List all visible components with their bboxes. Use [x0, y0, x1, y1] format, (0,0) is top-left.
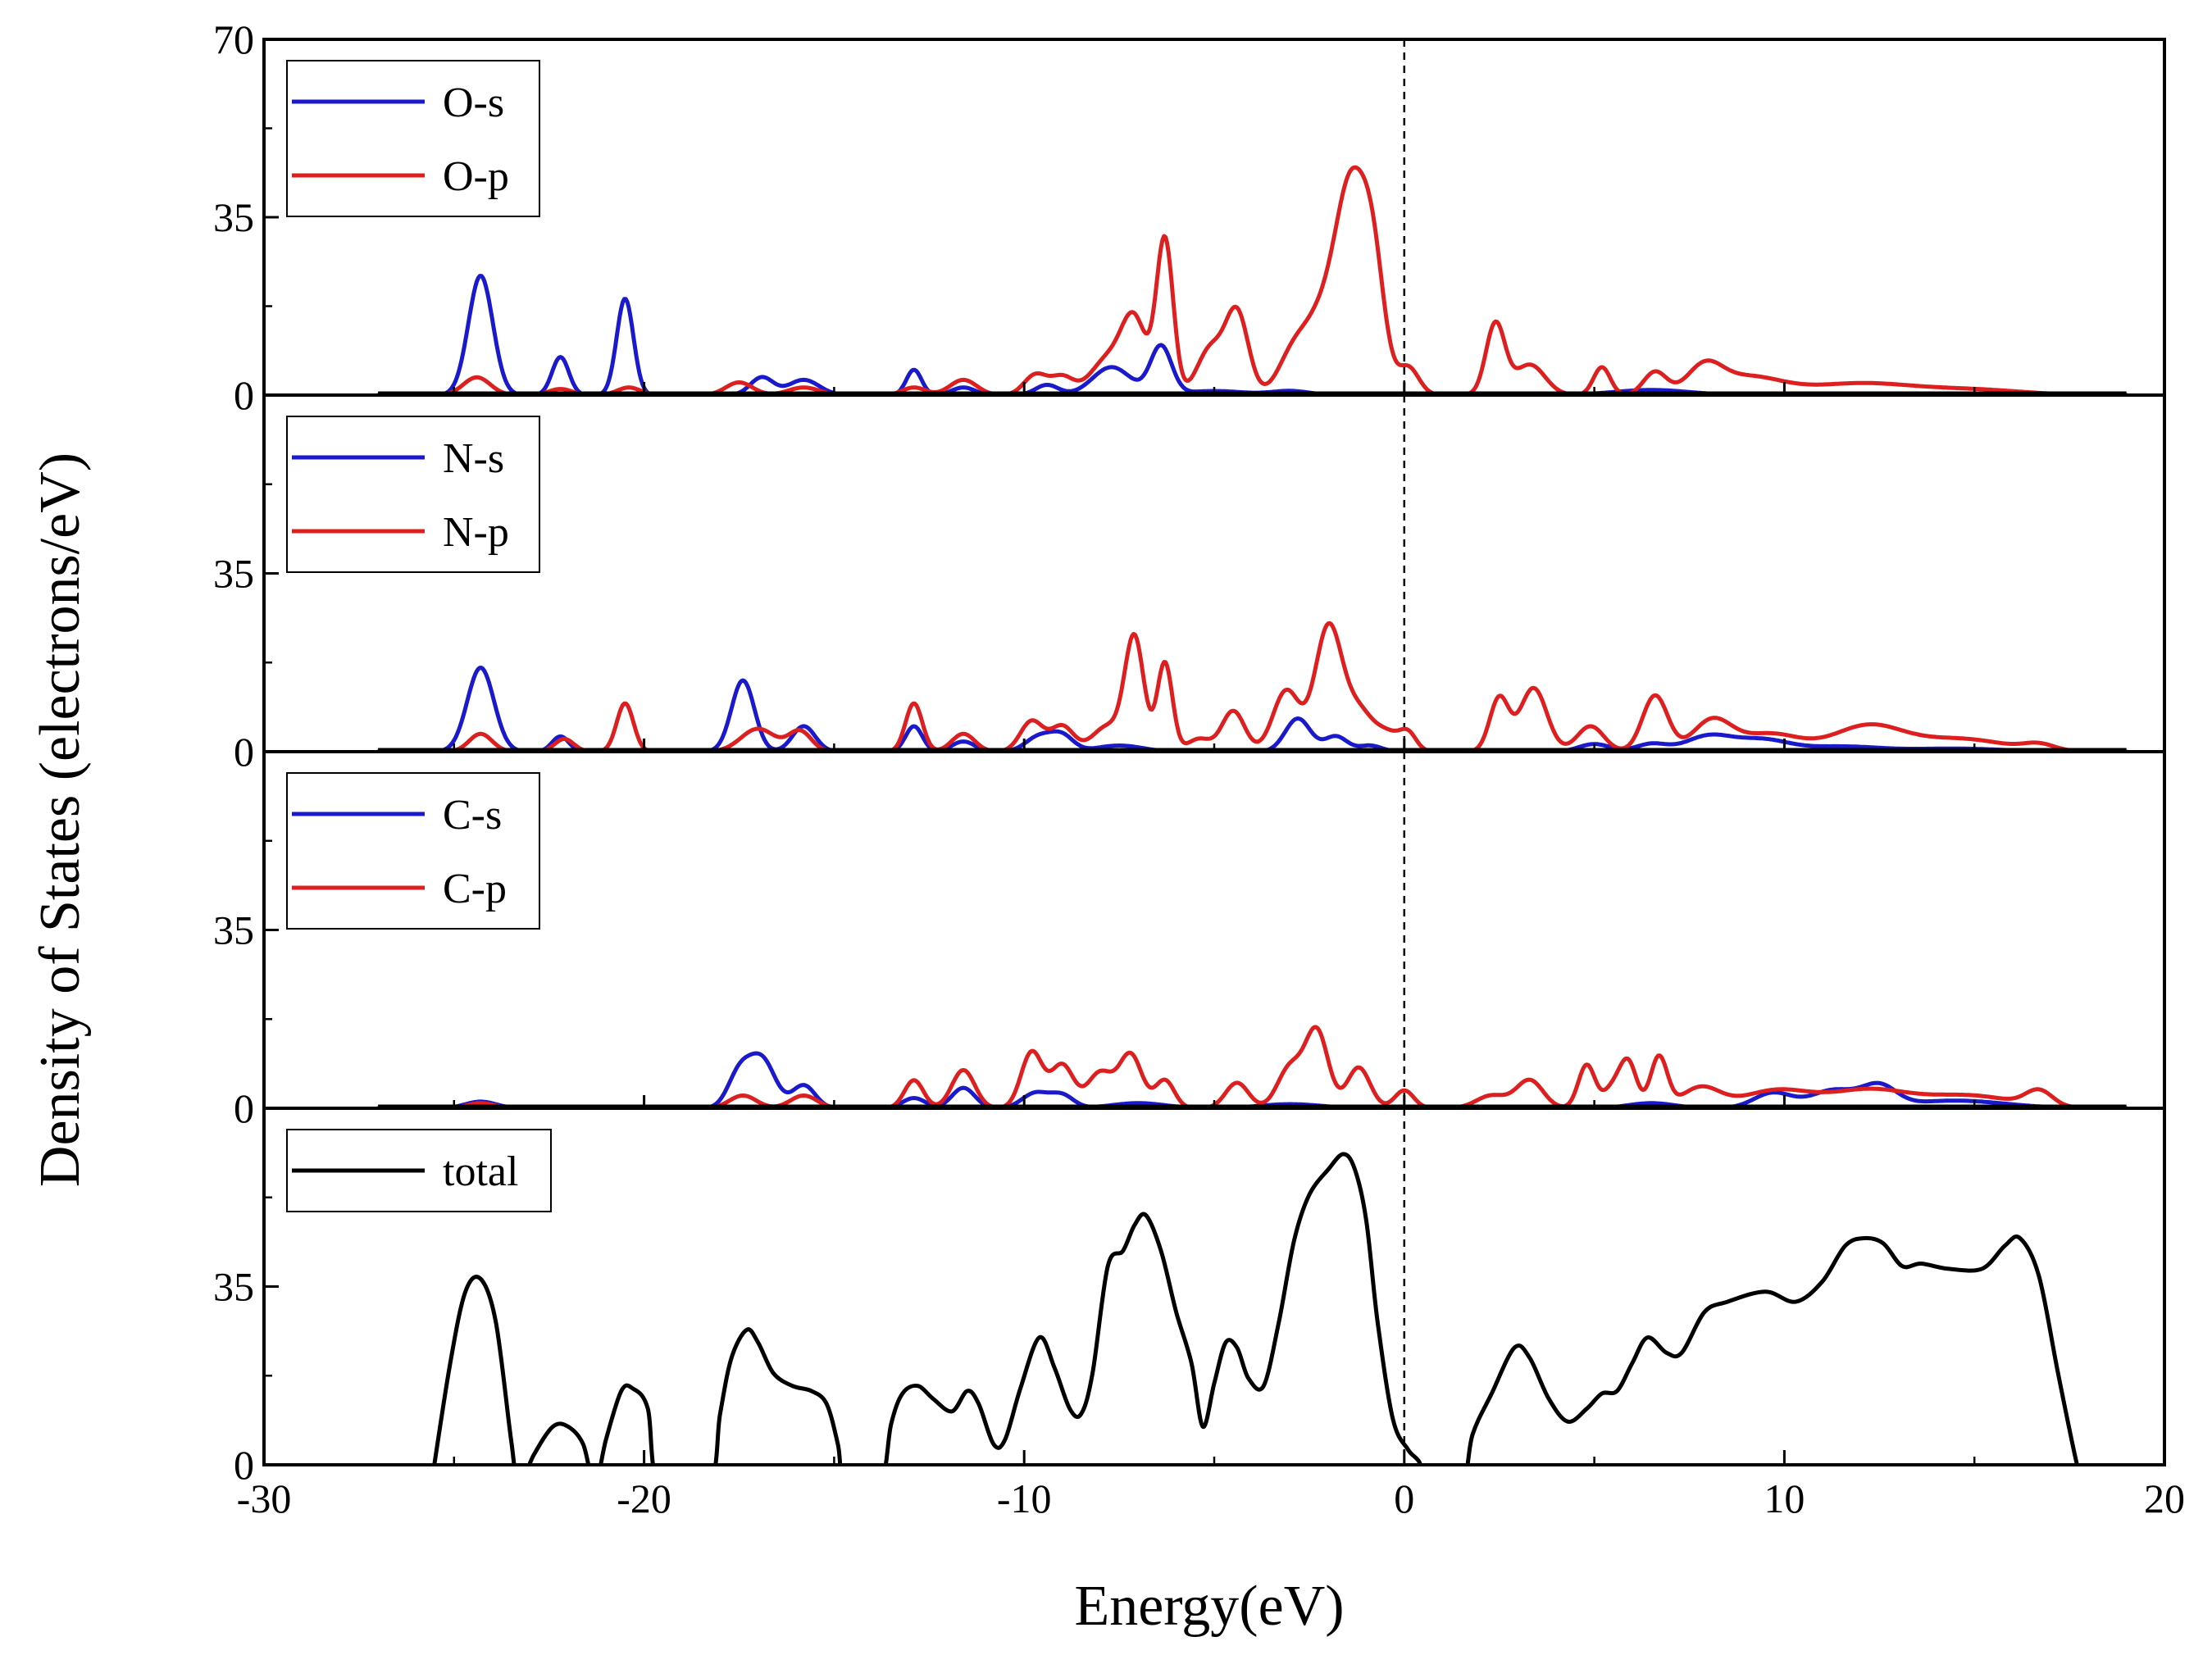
legend-box — [286, 416, 540, 573]
panel-plot-area — [432, 1108, 2079, 1465]
y-axis-label: Density of States (electrons/eV) — [29, 452, 92, 1187]
legend-label-o-s: O-s — [443, 80, 504, 126]
legend-box — [286, 772, 540, 930]
legend-label-n-s: N-s — [443, 435, 504, 482]
y-tick-label: 0 — [234, 372, 254, 418]
series-line-c-p — [375, 1025, 2129, 1108]
x-axis-label: Energy(eV) — [1074, 1575, 1344, 1638]
series-line-o-p — [375, 165, 2129, 395]
x-tick-label: 10 — [1764, 1475, 1805, 1521]
legend-label-o-p: O-p — [443, 153, 509, 200]
y-tick-label: 35 — [213, 1264, 254, 1310]
y-tick-label: 0 — [234, 1442, 254, 1488]
y-tick-label: 0 — [234, 1085, 254, 1131]
legend-label-n-p: N-p — [443, 509, 509, 556]
legend: O-s O-p — [286, 60, 540, 217]
y-tick-label: 70 — [213, 16, 254, 62]
legend-box — [286, 60, 540, 217]
series-line-total — [432, 1152, 2079, 1465]
x-tick-label: 20 — [2144, 1475, 2185, 1521]
y-tick-label: 35 — [213, 907, 254, 953]
y-tick-label: 35 — [213, 194, 254, 240]
series-line-n-p — [375, 621, 2129, 752]
y-tick-label: 0 — [234, 729, 254, 775]
x-tick-label: 0 — [1394, 1475, 1414, 1521]
legend: C-s C-p — [286, 772, 540, 930]
y-tick-label: 35 — [213, 551, 254, 597]
legend-label-c-s: C-s — [443, 792, 502, 839]
panel-nitrogen: 0 35 N-s N-p — [213, 393, 2166, 775]
x-tick-label: -20 — [617, 1475, 671, 1521]
legend: N-s N-p — [286, 416, 540, 573]
legend-label-total: total — [443, 1148, 518, 1195]
x-tick-label: -10 — [997, 1475, 1052, 1521]
chart-root: 0 35 70 O-s O-p 0 35 N-s N-p 0 35 C-s C-p 0 35 total -30… — [213, 16, 2185, 1521]
legend-label-c-p: C-p — [443, 866, 507, 912]
x-tick-label: -30 — [237, 1475, 292, 1521]
legend: total — [286, 1129, 552, 1212]
